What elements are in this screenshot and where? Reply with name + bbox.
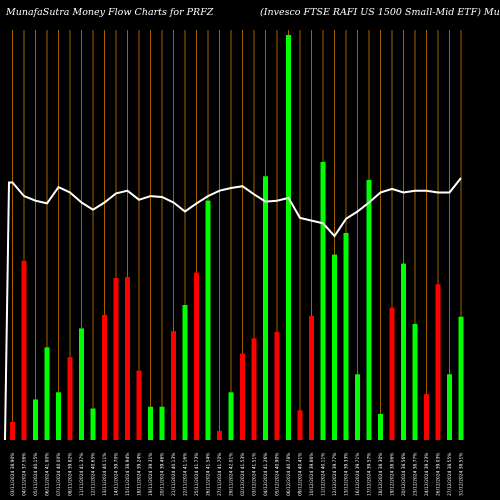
x-tick-label: 20/12/2024 38.56% [401, 453, 407, 496]
money-flow-bar [412, 323, 418, 440]
money-flow-bar [378, 413, 383, 440]
x-tick-label: 24/12/2024 39.23% [424, 453, 430, 496]
money-flow-bar [355, 374, 360, 440]
money-flow-bar [217, 431, 222, 440]
x-tick-label: 08/11/2024 39.82% [68, 453, 74, 496]
x-tick-label: 19/11/2024 39.31% [148, 453, 154, 496]
x-tick-label: 11/12/2024 40.11% [321, 453, 327, 496]
money-flow-bar [90, 408, 96, 440]
x-tick-label: 15/11/2024 38.94% [125, 453, 131, 496]
x-tick-label: 29/11/2024 42.01% [229, 453, 235, 496]
money-flow-bar [297, 410, 303, 440]
money-flow-bar [286, 35, 291, 440]
x-tick-label: 31/12/2024 38.51% [459, 453, 465, 496]
money-flow-bar [263, 176, 268, 441]
money-flow-bar [67, 357, 73, 440]
money-flow-bar [240, 353, 245, 440]
money-flow-bar [205, 200, 211, 440]
money-flow-bar [56, 392, 61, 440]
money-flow-bar [343, 233, 349, 440]
money-flow-bar [366, 179, 372, 440]
x-tick-label: 10/12/2024 39.86% [309, 453, 315, 496]
x-tick-label: 17/12/2024 39.57% [367, 453, 373, 496]
money-flow-bar [320, 161, 326, 440]
money-flow-bar [159, 406, 165, 440]
x-tick-label: 05/12/2024 40.90% [275, 453, 281, 496]
x-tick-label: 23/12/2024 38.77% [413, 453, 419, 496]
money-flow-bar [21, 260, 27, 440]
x-tick-label: 06/12/2024 40.78% [286, 453, 292, 496]
x-tick-label: 05/11/2024 40.15% [33, 453, 39, 496]
money-flow-bar [10, 422, 15, 440]
x-tick-label: 27/12/2024 38.55% [447, 453, 453, 496]
money-flow-bar [33, 399, 38, 440]
money-flow-bar [332, 254, 337, 440]
x-tick-label: 18/11/2024 39.24% [137, 453, 143, 496]
money-flow-bar [389, 307, 395, 440]
x-tick-label: 12/11/2024 40.65% [91, 453, 97, 496]
x-tick-label: 03/11/2024 38.90% [10, 453, 16, 496]
x-tick-label: 19/12/2024 38.06% [390, 453, 396, 496]
x-tick-label: 07/11/2024 40.00% [56, 453, 62, 496]
price-line [4, 177, 462, 441]
money-flow-bar [447, 374, 452, 440]
x-tick-label: 12/12/2024 39.77% [332, 453, 338, 496]
money-flow-bar [148, 406, 153, 440]
money-flow-bar [194, 272, 199, 440]
money-flow-bar [79, 328, 84, 440]
money-flow-bar [424, 394, 429, 440]
chart-title-right: (Invesco FTSE RAFI US 1500 Small-Mid ETF… [260, 7, 500, 18]
money-flow-bar [228, 392, 234, 440]
x-tick-label: 13/11/2024 40.11% [102, 453, 108, 496]
x-tick-label: 13/12/2024 39.33% [344, 453, 350, 496]
money-flow-bar [458, 316, 464, 440]
money-flow-bar [44, 347, 50, 440]
x-tick-label: 03/12/2024 41.51% [252, 453, 258, 496]
x-tick-label: 11/11/2024 41.37% [79, 453, 85, 496]
title-band [0, 0, 500, 30]
x-tick-label: 27/11/2024 41.70% [217, 453, 223, 496]
x-tick-label: 16/12/2024 39.71% [355, 453, 361, 496]
x-tick-label: 25/11/2024 41.73% [194, 453, 200, 496]
money-flow-bar [401, 263, 406, 440]
bar-series [10, 35, 464, 441]
money-flow-bar [171, 331, 176, 440]
money-flow-bar [136, 370, 142, 440]
x-tick-label: 14/11/2024 39.70% [114, 453, 120, 496]
x-tick-label: 21/11/2024 40.13% [171, 453, 177, 496]
x-tick-label: 06/11/2024 41.80% [45, 453, 51, 496]
chart-title-left: MunafaSutra Money Flow Charts for PRFZ [5, 7, 214, 18]
x-tick-label: 04/12/2024 41.26% [263, 453, 269, 496]
x-tick-label: 18/12/2024 38.30% [378, 453, 384, 496]
money-flow-bar [102, 314, 107, 440]
money-flow-bar [309, 315, 314, 440]
money-flow-bar [435, 284, 441, 440]
x-tick-label: 02/12/2024 41.53% [240, 453, 246, 496]
x-tick-label: 22/11/2024 41.16% [183, 453, 189, 496]
money-flow-bar [251, 338, 257, 440]
money-flow-bar [274, 332, 280, 440]
money-flow-bar [113, 278, 119, 440]
x-tick-label: 26/12/2024 39.03% [436, 453, 442, 496]
x-tick-label: 04/11/2024 37.56% [22, 453, 28, 496]
money-flow-bar [182, 305, 188, 440]
money-flow-bar [125, 277, 130, 440]
x-tick-label: 26/11/2024 41.54% [206, 453, 212, 496]
x-tick-label: 09/12/2024 40.41% [298, 453, 304, 496]
x-axis-labels: 03/11/2024 38.90% 04/11/2024 37.56% 05/11/… [10, 453, 465, 496]
x-tick-label: 20/11/2024 39.46% [160, 453, 166, 496]
